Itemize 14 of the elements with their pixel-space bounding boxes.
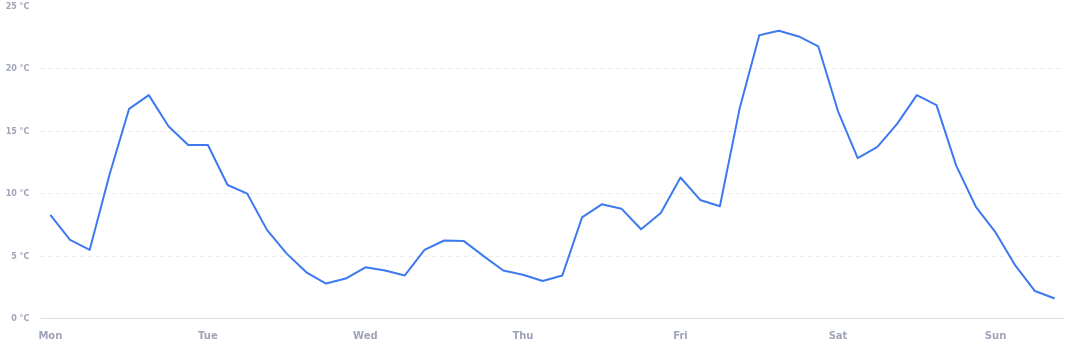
x-tick-label: Thu bbox=[512, 329, 534, 341]
y-tick-label: 20 °C bbox=[5, 64, 30, 74]
y-tick-label: 15 °C bbox=[5, 126, 30, 136]
y-tick-label: 25 °C bbox=[5, 2, 30, 11]
x-tick-label: Wed bbox=[353, 329, 378, 341]
y-tick-label: 5 °C bbox=[11, 251, 30, 261]
x-tick-label: Tue bbox=[198, 329, 218, 341]
x-tick-label: Fri bbox=[673, 329, 688, 341]
x-tick-label: Mon bbox=[38, 329, 63, 341]
x-tick-label: Sun bbox=[984, 329, 1007, 341]
y-tick-label: 10 °C bbox=[5, 189, 30, 199]
x-tick-label: Sat bbox=[828, 329, 848, 341]
line-series bbox=[49, 29, 1056, 300]
y-tick-label: 0 °C bbox=[11, 314, 30, 323]
